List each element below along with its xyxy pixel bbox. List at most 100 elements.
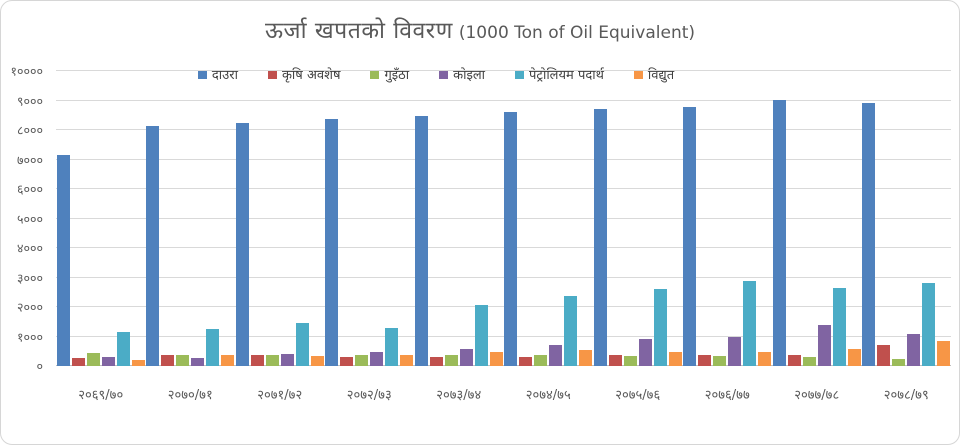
plot-area	[56, 70, 951, 366]
bar	[564, 296, 578, 366]
bar	[235, 122, 249, 366]
bar	[265, 355, 279, 366]
x-tick-label: २०७१/७२	[257, 388, 303, 403]
bar	[191, 357, 205, 366]
bar	[71, 358, 85, 366]
bar	[519, 356, 533, 366]
bar	[743, 281, 757, 366]
bar	[534, 354, 548, 366]
bar-group	[414, 71, 504, 366]
bar	[608, 355, 622, 366]
bar-group	[235, 71, 325, 366]
y-tick-label: ४०००	[16, 240, 43, 256]
bar	[847, 348, 861, 366]
bar	[862, 103, 876, 366]
y-tick-label: १०००	[16, 329, 43, 344]
legend-item: कृषि अवशेष	[267, 65, 341, 83]
bar	[683, 107, 697, 366]
legend-label: पेट्रोलियम पदार्थ	[529, 68, 604, 83]
legend-marker-icon	[267, 69, 277, 79]
bar	[937, 340, 951, 366]
legend-marker-icon	[370, 69, 380, 79]
bar-group	[772, 71, 862, 366]
bar	[414, 115, 428, 366]
bar	[280, 353, 294, 366]
gridline	[56, 365, 951, 366]
chart-title: ऊर्जा खपतको विवरण (1000 Ton of Oil Equiva…	[1, 13, 959, 45]
y-tick-label: ७०००	[16, 152, 43, 167]
legend-item: पेट्रोलियम पदार्थ	[515, 65, 604, 83]
bar	[728, 336, 742, 366]
legend-marker-icon	[633, 69, 643, 79]
gridline	[56, 188, 951, 189]
y-axis-labels: ० १००० २००० ३००० ४००० ५००० ६००० ७००० ८००० ९००० १००…	[1, 64, 47, 374]
y-tick-label: १००००	[10, 63, 43, 79]
y-tick-label: ८०००	[16, 122, 43, 138]
bar	[340, 356, 354, 366]
bar	[713, 355, 727, 366]
legend-item: कोइला	[439, 65, 485, 83]
bar	[802, 356, 816, 366]
bar	[370, 351, 384, 366]
x-tick-label: २०७६/७७	[704, 388, 750, 403]
bar	[549, 344, 563, 366]
y-tick-label: ३०००	[16, 270, 43, 285]
bar-group	[593, 71, 683, 366]
chart-title-sub: (1000 Ton of Oil Equivalent)	[458, 23, 696, 43]
bar	[772, 99, 786, 366]
gridline	[56, 306, 951, 307]
legend-label: विद्युत	[647, 68, 675, 83]
bar	[787, 355, 801, 366]
bar	[459, 348, 473, 366]
bar	[385, 328, 399, 366]
bar	[206, 329, 220, 366]
bar	[131, 360, 145, 366]
bar-group	[56, 71, 146, 366]
gridline	[56, 158, 951, 160]
y-tick-label: ५०००	[16, 211, 43, 226]
bar	[877, 345, 891, 366]
bar	[832, 288, 846, 366]
legend: दाउरा कृषि अवशेष गुइँठा कोइला पेट्रोलियम पदा…	[56, 65, 816, 83]
bar	[146, 125, 160, 366]
bar	[86, 353, 100, 366]
bar	[295, 323, 309, 366]
bar	[474, 304, 488, 366]
bar	[907, 334, 921, 366]
x-tick-label: २०७८/७९	[883, 388, 929, 403]
bar	[250, 355, 264, 366]
bar	[922, 283, 936, 366]
bar	[638, 338, 652, 366]
legend-label: गुइँठा	[384, 68, 410, 83]
x-tick-label: २०७४/७५	[525, 388, 571, 403]
legend-label: कृषि अवशेष	[281, 68, 341, 83]
bar	[489, 351, 503, 366]
bar	[593, 109, 607, 366]
gridline	[56, 247, 951, 248]
legend-marker-icon	[197, 69, 207, 79]
bar	[444, 355, 458, 366]
bar	[698, 355, 712, 366]
legend-item: विद्युत	[633, 65, 675, 83]
bar	[623, 355, 637, 366]
bar-group	[146, 71, 236, 366]
bar	[758, 351, 772, 366]
y-tick-label: २०००	[16, 299, 43, 315]
gridline	[56, 217, 951, 219]
x-tick-label: २०७७/७८	[794, 388, 840, 403]
bar	[817, 324, 831, 366]
chart-title-main: ऊर्जा खपतको विवरण	[264, 18, 453, 44]
y-tick-label: ०	[36, 358, 43, 374]
bar	[325, 119, 339, 366]
bar	[56, 155, 70, 366]
gridline	[56, 70, 951, 71]
bar-group	[325, 71, 415, 366]
bar	[400, 355, 414, 366]
bar	[429, 356, 443, 366]
x-axis-labels: २०६९/७० २०७०/७१ २०७१/७२ २०७२/७३ २०७३/७४ २०७४/…	[56, 385, 951, 403]
x-tick-label: २०७५/७६	[615, 388, 661, 403]
bar-group	[504, 71, 594, 366]
bar	[668, 351, 682, 366]
y-tick-label: ९०००	[16, 93, 43, 108]
